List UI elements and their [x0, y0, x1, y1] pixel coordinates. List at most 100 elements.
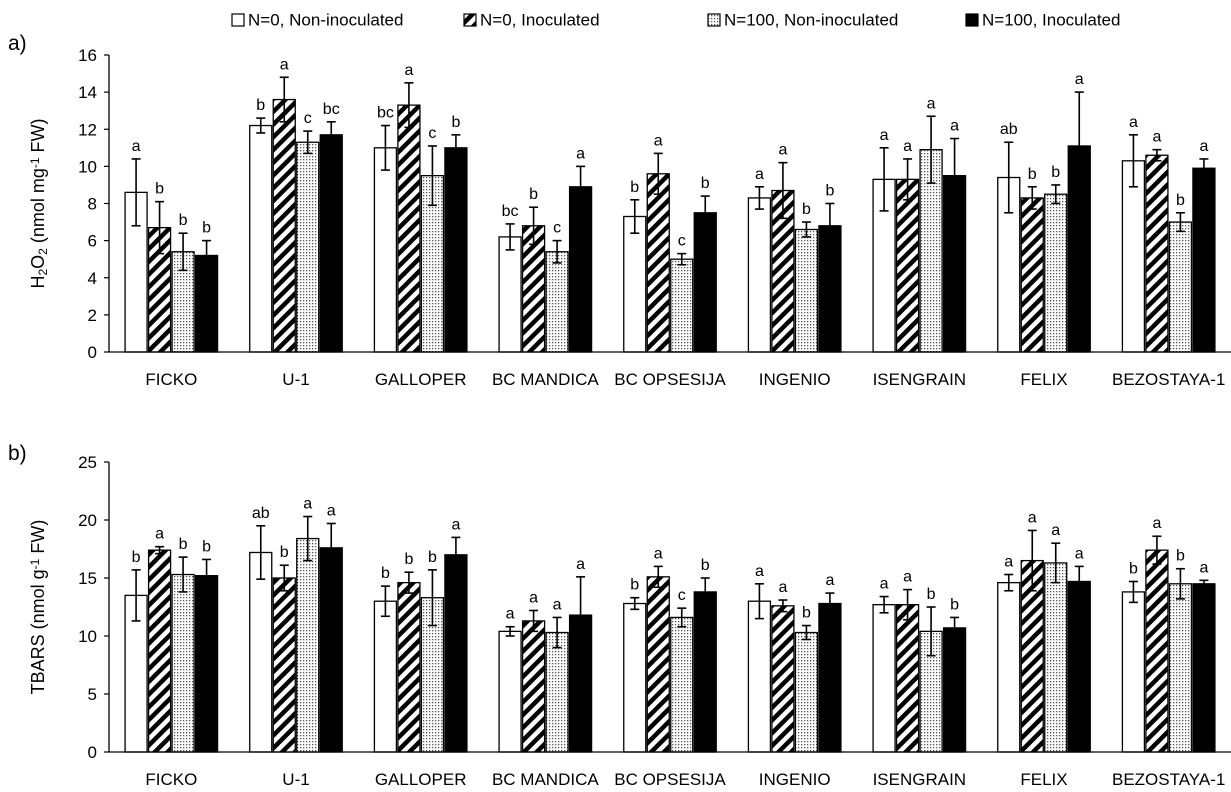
bar	[670, 616, 694, 753]
significance-letter: a	[155, 526, 164, 543]
category-label: GALLOPER	[375, 370, 467, 389]
bar	[623, 215, 647, 353]
significance-letter: a	[303, 496, 312, 513]
category-label: BC OPSESIJA	[614, 770, 726, 787]
category-label: U-1	[282, 370, 309, 389]
category-label: FICKO	[145, 770, 197, 787]
bar	[1192, 583, 1216, 753]
significance-letter: b	[451, 114, 460, 131]
significance-letter: a	[1075, 545, 1084, 562]
bar	[646, 173, 670, 353]
significance-letter: b	[701, 175, 710, 192]
significance-letter: b	[256, 97, 265, 114]
bar	[997, 581, 1021, 753]
category-label: BC OPSESIJA	[614, 370, 726, 389]
significance-letter: a	[927, 95, 936, 112]
bar	[942, 627, 967, 753]
bar	[444, 554, 468, 753]
category-label: FELIX	[1020, 770, 1067, 787]
significance-letter: a	[880, 576, 889, 593]
legend-label: N=0, Non-inoculated	[248, 11, 403, 30]
panel-label: a)	[8, 32, 27, 55]
significance-letter: a	[755, 563, 764, 580]
y-tick-label: 10	[78, 157, 97, 176]
significance-letter: a	[576, 145, 585, 162]
significance-letter: a	[1051, 522, 1060, 539]
bar	[1168, 221, 1193, 353]
significance-letter: a	[903, 138, 912, 155]
y-tick-label: 10	[78, 627, 97, 646]
legend-swatch	[965, 13, 979, 27]
y-tick-label: 4	[88, 269, 97, 288]
bar	[397, 581, 421, 753]
significance-letter: b	[529, 186, 538, 203]
bar	[545, 251, 569, 353]
significance-letter: b	[1176, 548, 1185, 565]
y-tick-label: 6	[88, 232, 97, 251]
bar	[272, 577, 296, 753]
category-label: ISENGRAIN	[873, 770, 967, 787]
significance-letter: b	[802, 201, 811, 218]
significance-letter: b	[1051, 164, 1060, 181]
y-tick-label: 14	[78, 83, 97, 102]
bar	[771, 605, 795, 753]
significance-letter: b	[132, 549, 141, 566]
significance-letter: b	[950, 596, 959, 613]
significance-letter: b	[280, 544, 289, 561]
y-tick-label: 12	[78, 120, 97, 139]
category-label: FELIX	[1020, 370, 1067, 389]
bar	[373, 600, 398, 753]
y-axis-title: TBARS (nmol g-1 FW)	[28, 520, 48, 695]
bar	[249, 124, 273, 353]
significance-letter: a	[327, 502, 336, 519]
bar	[194, 575, 219, 753]
bar	[568, 186, 593, 353]
significance-letter: a	[1199, 559, 1208, 576]
legend-swatch	[707, 13, 721, 27]
significance-letter: c	[428, 125, 436, 142]
category-label: FICKO	[145, 370, 197, 389]
significance-letter: a	[1199, 138, 1208, 155]
bar	[895, 604, 920, 753]
bar	[373, 147, 398, 353]
y-tick-label: 2	[88, 306, 97, 325]
significance-letter: b	[179, 212, 188, 229]
significance-letter: a	[280, 56, 289, 73]
legend-label: N=100, Non-inoculated	[724, 11, 898, 30]
significance-letter: a	[825, 572, 834, 589]
significance-letter: b	[802, 605, 811, 622]
bar	[1192, 167, 1216, 353]
bar	[1044, 562, 1068, 753]
legend-swatch	[463, 13, 477, 27]
significance-letter: b	[701, 557, 710, 574]
significance-letter: c	[678, 233, 686, 250]
significance-letter: a	[1004, 554, 1013, 571]
significance-letter: a	[1129, 114, 1138, 131]
bar	[545, 631, 569, 753]
category-label: BC MANDICA	[492, 370, 599, 389]
legend-swatch	[231, 13, 245, 27]
significance-letter: a	[553, 596, 562, 613]
significance-letter: a	[529, 589, 538, 606]
significance-letter: a	[903, 569, 912, 586]
significance-letter: b	[1129, 560, 1138, 577]
bar	[1044, 193, 1068, 353]
significance-letter: a	[654, 545, 663, 562]
significance-letter: b	[202, 538, 211, 555]
bar	[272, 98, 296, 353]
y-tick-label: 5	[88, 685, 97, 704]
bar	[818, 602, 842, 753]
significance-letter: ab	[1000, 121, 1018, 138]
bar	[747, 600, 772, 753]
bar	[147, 549, 172, 753]
bar	[794, 631, 819, 753]
y-tick-label: 20	[78, 511, 97, 530]
bar	[319, 134, 343, 353]
bar	[1145, 154, 1169, 353]
y-tick-label: 25	[78, 453, 97, 472]
bar	[794, 228, 819, 353]
y-tick-label: 8	[88, 195, 97, 214]
category-label: INGENIO	[759, 770, 831, 787]
